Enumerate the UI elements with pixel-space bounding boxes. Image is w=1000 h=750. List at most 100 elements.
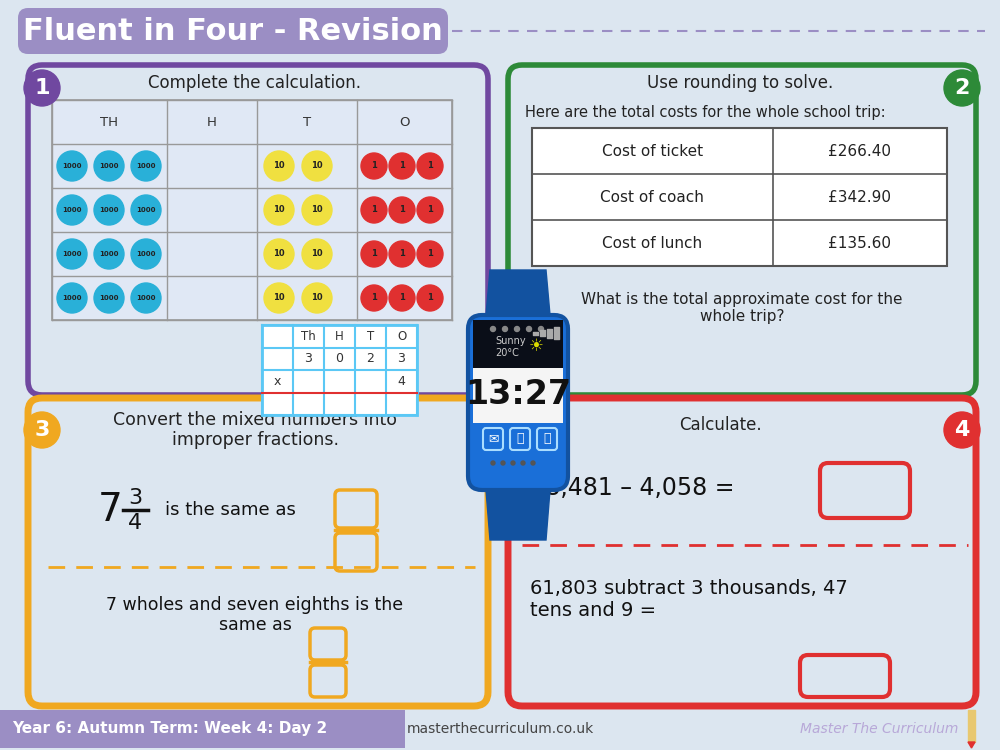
FancyBboxPatch shape [262, 325, 417, 415]
Text: 1: 1 [427, 206, 433, 214]
Text: 10: 10 [273, 293, 285, 302]
Text: Here are the total costs for the whole school trip:: Here are the total costs for the whole s… [525, 106, 886, 121]
Circle shape [389, 197, 415, 223]
Circle shape [94, 195, 124, 225]
Text: What is the total approximate cost for the
whole trip?: What is the total approximate cost for t… [581, 292, 903, 324]
Text: 1: 1 [427, 293, 433, 302]
Circle shape [24, 70, 60, 106]
Text: 1000: 1000 [62, 251, 82, 257]
Text: Cost of coach: Cost of coach [600, 190, 704, 205]
Circle shape [264, 151, 294, 181]
Text: 1000: 1000 [99, 207, 119, 213]
Circle shape [302, 151, 332, 181]
Text: Convert the mixed numbers into
improper fractions.: Convert the mixed numbers into improper … [113, 410, 397, 449]
Text: 10: 10 [273, 250, 285, 259]
Text: 0: 0 [336, 352, 344, 365]
Text: 1: 1 [399, 250, 405, 259]
Circle shape [57, 195, 87, 225]
Circle shape [490, 326, 496, 332]
Circle shape [131, 283, 161, 313]
Polygon shape [486, 270, 550, 315]
Text: T: T [303, 116, 311, 128]
Polygon shape [968, 742, 975, 748]
Text: O: O [397, 330, 406, 343]
FancyBboxPatch shape [537, 428, 557, 450]
Text: Th: Th [301, 330, 316, 343]
Text: 1000: 1000 [99, 295, 119, 301]
Text: 1000: 1000 [136, 251, 156, 257]
Circle shape [57, 239, 87, 269]
Text: 10: 10 [273, 161, 285, 170]
Text: ☀: ☀ [529, 337, 543, 355]
Text: Master The Curriculum: Master The Curriculum [800, 722, 958, 736]
Circle shape [417, 285, 443, 311]
Circle shape [514, 326, 520, 332]
Text: 1: 1 [399, 161, 405, 170]
Text: 1: 1 [371, 206, 377, 214]
Circle shape [264, 195, 294, 225]
Circle shape [944, 412, 980, 448]
Text: £266.40: £266.40 [828, 143, 891, 158]
Circle shape [94, 239, 124, 269]
Circle shape [944, 70, 980, 106]
Text: 2: 2 [367, 352, 374, 365]
Circle shape [361, 197, 387, 223]
Text: Cost of ticket: Cost of ticket [602, 143, 703, 158]
Text: 1: 1 [371, 293, 377, 302]
Text: 7 wholes and seven eighths is the
same as: 7 wholes and seven eighths is the same a… [106, 596, 404, 634]
Text: 13:27: 13:27 [465, 379, 571, 412]
Text: 1000: 1000 [99, 251, 119, 257]
Text: 10: 10 [273, 206, 285, 214]
Text: 4: 4 [398, 375, 405, 388]
Circle shape [361, 241, 387, 267]
Circle shape [361, 285, 387, 311]
Text: TH: TH [100, 116, 119, 128]
Circle shape [538, 326, 544, 332]
Text: 4: 4 [954, 420, 970, 440]
Circle shape [503, 326, 508, 332]
Text: £135.60: £135.60 [828, 236, 891, 250]
Circle shape [389, 241, 415, 267]
FancyBboxPatch shape [473, 423, 563, 461]
Text: 1000: 1000 [62, 295, 82, 301]
Circle shape [302, 239, 332, 269]
Circle shape [94, 283, 124, 313]
Text: 1000: 1000 [62, 207, 82, 213]
Text: 1: 1 [371, 250, 377, 259]
Text: 1000: 1000 [136, 295, 156, 301]
Text: 3: 3 [398, 352, 405, 365]
Circle shape [361, 153, 387, 179]
Circle shape [131, 151, 161, 181]
Text: O: O [399, 116, 410, 128]
FancyBboxPatch shape [473, 320, 563, 368]
Circle shape [526, 326, 532, 332]
Text: ✉: ✉ [488, 433, 498, 445]
Text: Calculate.: Calculate. [679, 416, 761, 434]
Text: £342.90: £342.90 [828, 190, 891, 205]
Circle shape [264, 283, 294, 313]
Text: Cost of lunch: Cost of lunch [602, 236, 702, 250]
Text: ⌕: ⌕ [516, 433, 524, 445]
Text: 1: 1 [427, 161, 433, 170]
Circle shape [57, 151, 87, 181]
Circle shape [491, 461, 495, 465]
Text: x: x [274, 375, 281, 388]
Text: 1000: 1000 [99, 163, 119, 169]
Circle shape [302, 195, 332, 225]
Text: Fluent in Four - Revision: Fluent in Four - Revision [23, 17, 443, 46]
Circle shape [302, 283, 332, 313]
Circle shape [131, 195, 161, 225]
Text: 10: 10 [311, 293, 323, 302]
Text: 👤: 👤 [543, 433, 551, 445]
Circle shape [511, 461, 515, 465]
Polygon shape [968, 710, 975, 742]
FancyBboxPatch shape [473, 368, 563, 423]
Circle shape [94, 151, 124, 181]
Circle shape [521, 461, 525, 465]
Text: 1: 1 [427, 250, 433, 259]
Text: T: T [367, 330, 374, 343]
Text: Use rounding to solve.: Use rounding to solve. [647, 74, 833, 92]
FancyBboxPatch shape [0, 710, 405, 748]
Circle shape [389, 153, 415, 179]
Text: 10: 10 [311, 250, 323, 259]
